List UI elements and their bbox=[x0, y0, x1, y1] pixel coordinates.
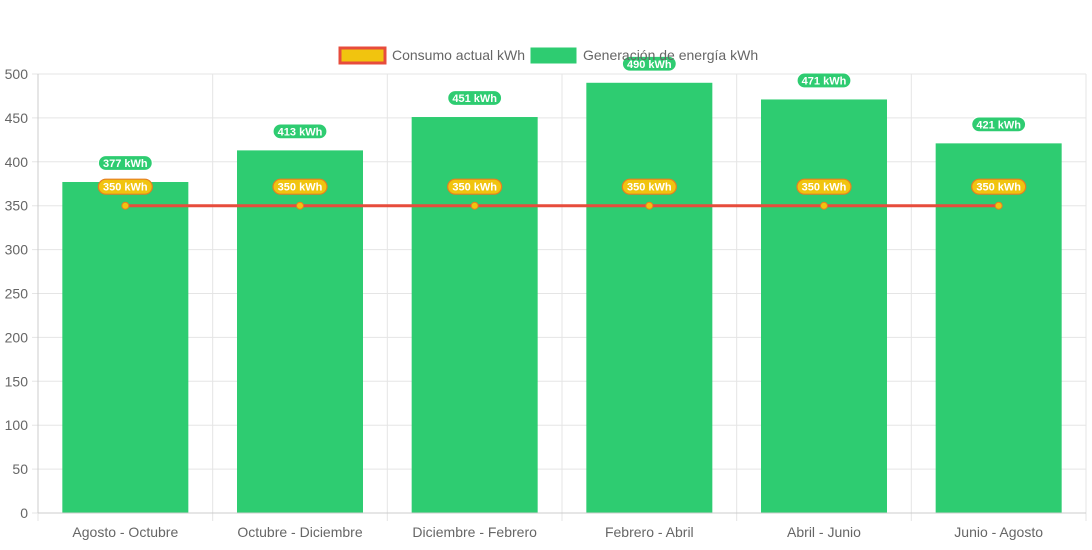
y-tick-label: 450 bbox=[5, 110, 29, 126]
grid-lines bbox=[32, 73, 1087, 521]
line-data-label: 350 kWh bbox=[971, 178, 1027, 195]
x-tick-label: Abril - Junio bbox=[787, 524, 861, 540]
bar-data-label-text: 421 kWh bbox=[976, 119, 1021, 131]
bar-1[interactable] bbox=[62, 181, 189, 513]
bar-data-label-bg bbox=[272, 123, 328, 140]
line-data-label-text: 350 kWh bbox=[452, 182, 497, 194]
line-data-label-text: 350 kWh bbox=[976, 182, 1021, 194]
legend-swatch bbox=[338, 46, 387, 65]
x-tick-label: Junio - Agosto bbox=[954, 524, 1043, 540]
x-tick-label: Octubre - Diciembre bbox=[237, 524, 362, 540]
bar-6[interactable] bbox=[935, 143, 1062, 513]
line-point-1[interactable] bbox=[121, 201, 130, 210]
line-data-label-text: 350 kWh bbox=[278, 182, 323, 194]
y-tick-label: 50 bbox=[12, 461, 28, 477]
axes: 0 50 100 150 200 250 300 350 400 450 500 Agosto - O… bbox=[5, 66, 1086, 540]
y-tick-label: 300 bbox=[5, 242, 29, 258]
bar-data-label-text: 471 kWh bbox=[802, 75, 847, 87]
bar-data-label: 421 kWh bbox=[971, 116, 1027, 133]
data-labels: 377 kWh 413 kWh 451 kWh 490 kWh 471 kWh 421 k… bbox=[97, 55, 1027, 195]
line-point-6[interactable] bbox=[994, 201, 1003, 210]
bar-2[interactable] bbox=[237, 150, 363, 514]
line-data-label-text: 350 kWh bbox=[103, 182, 148, 194]
bar-data-label-bg bbox=[97, 154, 153, 172]
y-tick-label: 100 bbox=[5, 417, 29, 433]
bar-data-label-text: 413 kWh bbox=[278, 126, 323, 138]
line-data-label: 350 kWh bbox=[621, 178, 677, 195]
line-data-label-text: 350 kWh bbox=[802, 182, 847, 194]
line-point-5[interactable] bbox=[820, 201, 828, 210]
line-data-label-bg bbox=[971, 178, 1027, 195]
bar-data-label: 471 kWh bbox=[796, 72, 852, 89]
line-data-label: 350 kWh bbox=[272, 178, 328, 195]
line-data-label: 350 kWh bbox=[447, 178, 503, 195]
bar-4[interactable] bbox=[586, 82, 713, 513]
legend-item-2[interactable]: Generación de energía kWh bbox=[530, 47, 758, 64]
bar-5[interactable] bbox=[761, 99, 887, 513]
y-tick-label: 200 bbox=[5, 329, 29, 345]
y-tick-label: 150 bbox=[5, 373, 29, 389]
y-tick-label: 350 bbox=[5, 198, 29, 214]
line-data-label-bg bbox=[796, 178, 852, 195]
x-tick-label: Febrero - Abril bbox=[605, 524, 694, 540]
y-tick-label: 0 bbox=[20, 505, 28, 521]
x-tick-label: Diciembre - Febrero bbox=[412, 524, 537, 540]
line-data-label: 350 kWh bbox=[796, 178, 852, 195]
bar-data-label: 451 kWh bbox=[447, 89, 503, 107]
line-data-label-bg bbox=[447, 178, 503, 195]
line-point-4[interactable] bbox=[645, 201, 654, 210]
bar-data-label: 490 kWh bbox=[621, 55, 677, 72]
legend-swatch bbox=[530, 47, 577, 64]
bar-data-label: 377 kWh bbox=[97, 154, 153, 172]
legend-item-1[interactable]: Consumo actual kWh bbox=[338, 46, 525, 65]
line-data-label-text: 350 kWh bbox=[627, 182, 672, 194]
x-tick-label: Agosto - Octubre bbox=[72, 524, 178, 540]
legend: Consumo actual kWh Generación de energía … bbox=[338, 46, 758, 65]
y-tick-label: 500 bbox=[5, 66, 29, 82]
legend-label: Generación de energía kWh bbox=[583, 47, 758, 63]
bar-data-label-bg bbox=[447, 89, 503, 107]
bar-data-label-bg bbox=[796, 72, 852, 89]
line-data-label-bg bbox=[97, 178, 153, 195]
line-series bbox=[121, 201, 1003, 210]
bar-data-label-bg bbox=[621, 55, 677, 72]
bar-data-label-bg bbox=[971, 116, 1027, 133]
legend-label: Consumo actual kWh bbox=[392, 47, 525, 63]
bar-data-label: 413 kWh bbox=[272, 123, 328, 140]
y-tick-label: 400 bbox=[5, 154, 29, 170]
line-point-3[interactable] bbox=[470, 201, 479, 210]
line-data-label: 350 kWh bbox=[97, 178, 153, 195]
y-tick-label: 250 bbox=[5, 286, 29, 302]
bar-data-label-text: 490 kWh bbox=[627, 59, 672, 71]
line-point-2[interactable] bbox=[296, 201, 304, 210]
line-data-label-bg bbox=[272, 178, 328, 195]
line-data-label-bg bbox=[621, 178, 677, 195]
bar-3[interactable] bbox=[411, 117, 538, 513]
bar-data-label-text: 451 kWh bbox=[452, 93, 497, 105]
bars-series bbox=[62, 82, 1062, 514]
bar-data-label-text: 377 kWh bbox=[103, 158, 148, 170]
